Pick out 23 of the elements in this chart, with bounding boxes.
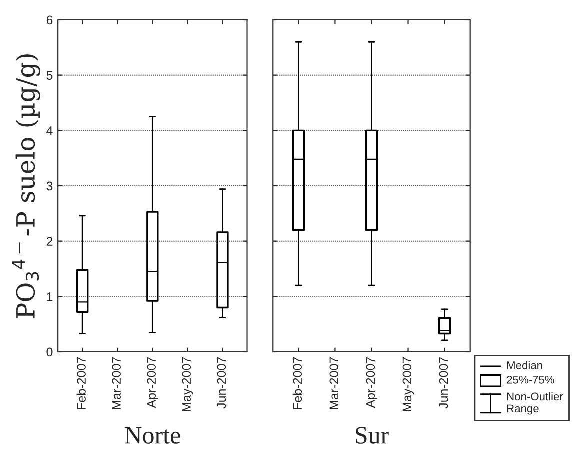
text: 25%-75% (507, 376, 554, 384)
y-tick-label: 2 (46, 237, 53, 246)
y-tick-label: 3 (46, 182, 53, 191)
x-tick-label: Mar-2007 (112, 357, 121, 410)
y-tick-label: 0 (46, 348, 53, 357)
x-tick-label: Apr-2007 (147, 357, 158, 408)
x-tick-label: Jun-2007 (217, 357, 226, 409)
x-tick-label: Jun-2007 (439, 357, 448, 409)
y-tick-label: 6 (46, 16, 53, 25)
x-tick-label: May-2007 (182, 357, 194, 412)
y-axis-title: PO$_{3}$$^{4−}$-P suelo (µg/g) (12, 54, 40, 318)
y-tick-label: 4 (46, 126, 53, 136)
text: Non-Outlier Range (507, 392, 564, 415)
y-tick-label: 5 (46, 71, 53, 80)
x-tick-label: Mar-2007 (330, 357, 339, 410)
x-tick-label: May-2007 (402, 357, 414, 412)
x-axis-title: Norte (124, 427, 180, 444)
text: Median (507, 361, 542, 370)
x-tick-label: Apr-2007 (366, 357, 378, 408)
x-tick-label: Feb-2007 (292, 357, 302, 410)
x-tick-label: Feb-2007 (76, 357, 86, 410)
y-tick-label: 1 (47, 292, 53, 302)
x-axis-title: Sur (356, 427, 389, 444)
